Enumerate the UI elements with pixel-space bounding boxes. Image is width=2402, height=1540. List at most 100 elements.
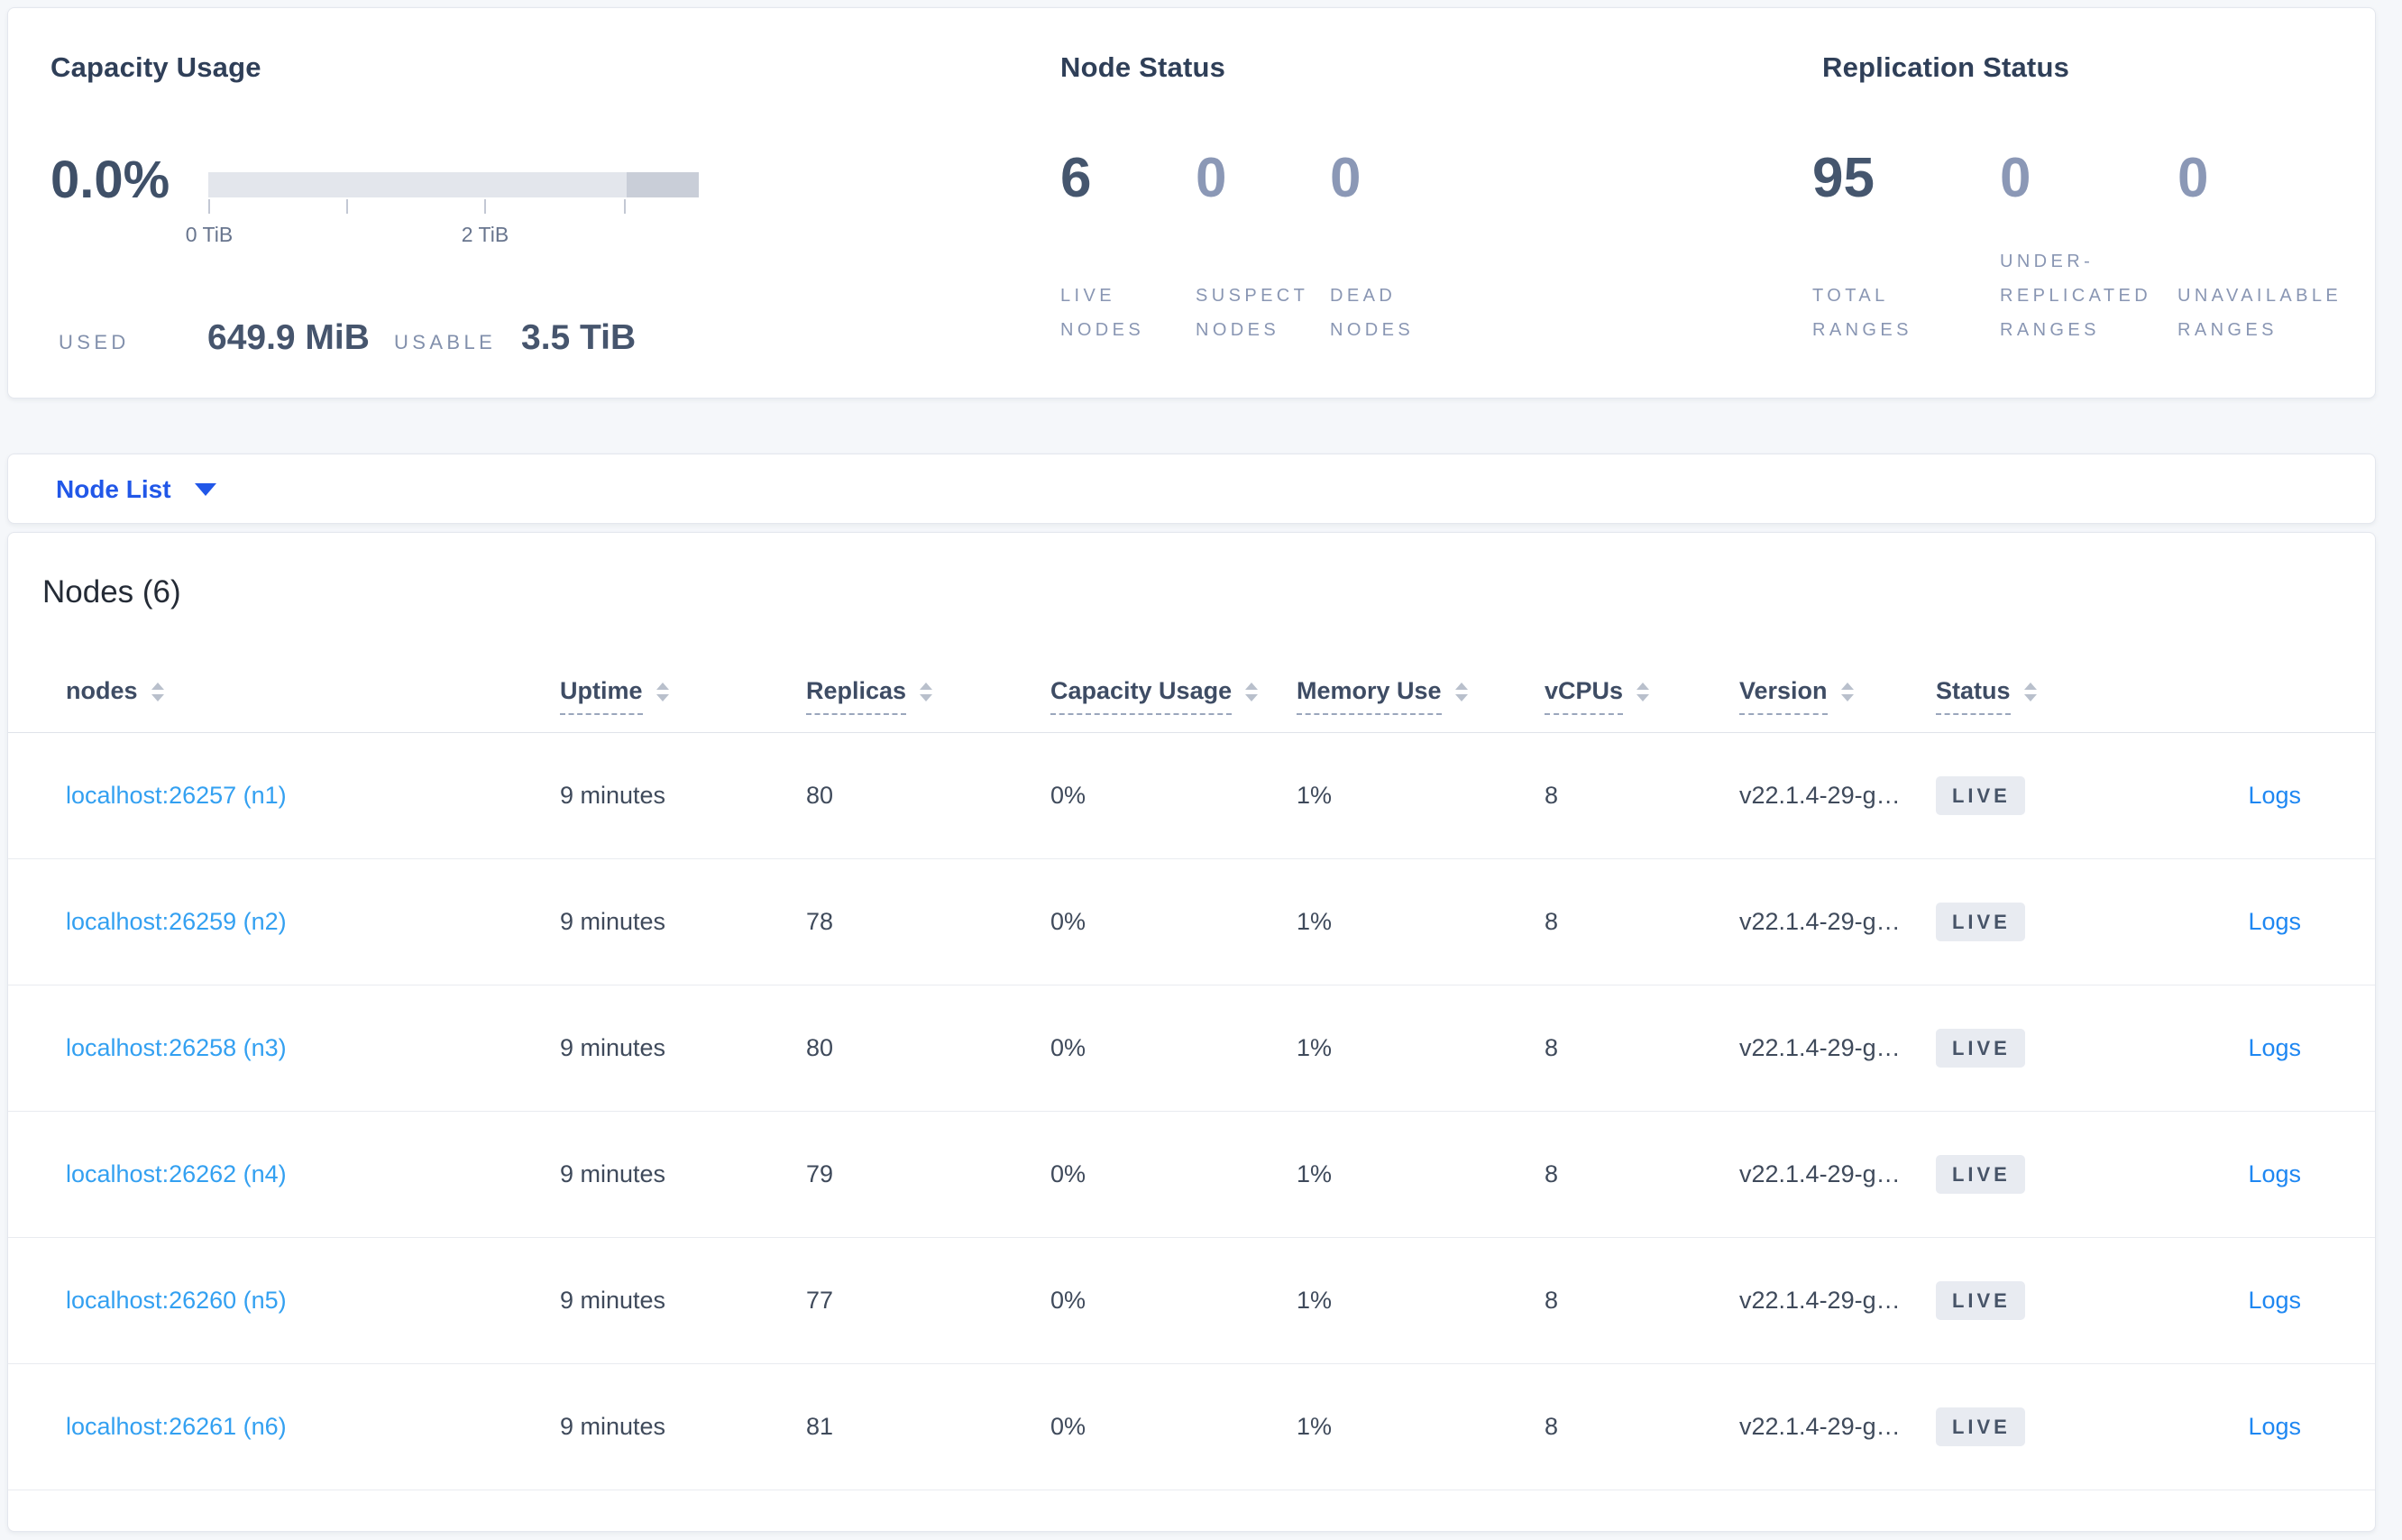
version-cell: v22.1.4-29-g… (1739, 1413, 1901, 1440)
sort-icon (920, 682, 933, 701)
live-nodes-count: 6 (1060, 147, 1092, 209)
cluster-overview-card: Capacity Usage 0.0% 0 TiB 2 TiB USED 649… (7, 7, 2376, 399)
vcpus-cell: 8 (1545, 1413, 1559, 1440)
node-address-link[interactable]: localhost:26259 (n2) (66, 908, 287, 935)
column-header-uptime[interactable]: Uptime (560, 659, 806, 732)
capacity-percent: 0.0% (50, 151, 170, 209)
memory-cell: 1% (1297, 1413, 1333, 1440)
node-address-link[interactable]: localhost:26257 (n1) (66, 782, 287, 809)
memory-cell: 1% (1297, 782, 1333, 809)
nodes-table-card: Nodes (6) nodes Uptime Replicas Capacity… (7, 532, 2376, 1532)
unavailable-ranges-count: 0 (2177, 147, 2209, 209)
replication-status-title: Replication Status (1822, 51, 2070, 83)
capacity-cell: 0% (1050, 1413, 1086, 1440)
replicas-cell: 81 (806, 1413, 834, 1440)
status-badge: LIVE (1936, 1281, 2025, 1320)
column-header-replicas[interactable]: Replicas (806, 659, 1050, 732)
logs-link[interactable]: Logs (2248, 908, 2301, 935)
replicas-cell: 77 (806, 1287, 834, 1314)
node-address-link[interactable]: localhost:26262 (n4) (66, 1160, 287, 1187)
logs-link[interactable]: Logs (2248, 1413, 2301, 1440)
under-replicated-ranges-label: UNDER- REPLICATED RANGES (2000, 252, 2152, 340)
nodes-table-title: Nodes (6) (42, 574, 181, 610)
column-header-capacity-usage[interactable]: Capacity Usage (1050, 659, 1297, 732)
table-body: localhost:26257 (n1) 9 minutes 80 0% 1% … (8, 733, 2375, 1490)
capacity-tick-label-2: 2 TiB (461, 223, 509, 246)
status-badge: LIVE (1936, 1155, 2025, 1194)
column-header-memory-use[interactable]: Memory Use (1297, 659, 1545, 732)
column-header-version[interactable]: Version (1739, 659, 1936, 732)
table-row: localhost:26262 (n4) 9 minutes 79 0% 1% … (8, 1112, 2375, 1238)
table-row: localhost:26258 (n3) 9 minutes 80 0% 1% … (8, 985, 2375, 1112)
capacity-bar-reserved-segment (627, 172, 699, 197)
sort-icon (1840, 682, 1854, 701)
status-badge: LIVE (1936, 1407, 2025, 1446)
capacity-cell: 0% (1050, 908, 1086, 935)
table-row: localhost:26259 (n2) 9 minutes 78 0% 1% … (8, 859, 2375, 985)
memory-cell: 1% (1297, 908, 1333, 935)
sort-icon (1454, 682, 1468, 701)
replicas-cell: 78 (806, 908, 834, 935)
uptime-cell: 9 minutes (560, 1034, 666, 1061)
uptime-cell: 9 minutes (560, 908, 666, 935)
chevron-down-icon (194, 483, 216, 496)
memory-cell: 1% (1297, 1034, 1333, 1061)
sort-icon (2023, 682, 2037, 701)
logs-link[interactable]: Logs (2248, 1160, 2301, 1187)
table-row: localhost:26260 (n5) 9 minutes 77 0% 1% … (8, 1238, 2375, 1364)
capacity-usage-title: Capacity Usage (50, 51, 261, 83)
capacity-tick-label-0: 0 TiB (185, 223, 234, 246)
version-cell: v22.1.4-29-g… (1739, 1160, 1901, 1187)
node-status-title: Node Status (1060, 51, 1226, 83)
version-cell: v22.1.4-29-g… (1739, 782, 1901, 809)
column-header-nodes[interactable]: nodes (66, 659, 560, 732)
status-badge: LIVE (1936, 776, 2025, 815)
uptime-cell: 9 minutes (560, 782, 666, 809)
logs-link[interactable]: Logs (2248, 1287, 2301, 1314)
view-selector-card: Node List (7, 454, 2376, 524)
capacity-usage-bar (208, 172, 699, 197)
sort-icon (1245, 682, 1259, 701)
logs-link[interactable]: Logs (2248, 782, 2301, 809)
capacity-tick (624, 199, 626, 214)
vcpus-cell: 8 (1545, 908, 1559, 935)
table-row: localhost:26261 (n6) 9 minutes 81 0% 1% … (8, 1364, 2375, 1490)
version-cell: v22.1.4-29-g… (1739, 1034, 1901, 1061)
capacity-cell: 0% (1050, 1287, 1086, 1314)
memory-cell: 1% (1297, 1287, 1333, 1314)
vcpus-cell: 8 (1545, 1287, 1559, 1314)
uptime-cell: 9 minutes (560, 1287, 666, 1314)
logs-link[interactable]: Logs (2248, 1034, 2301, 1061)
node-list-dropdown[interactable]: Node List (56, 454, 216, 525)
node-address-link[interactable]: localhost:26258 (n3) (66, 1034, 287, 1061)
vcpus-cell: 8 (1545, 1160, 1559, 1187)
sort-icon (1636, 682, 1650, 701)
total-ranges-label: TOTAL RANGES (1812, 286, 1912, 340)
version-cell: v22.1.4-29-g… (1739, 1287, 1901, 1314)
uptime-cell: 9 minutes (560, 1160, 666, 1187)
capacity-cell: 0% (1050, 1034, 1086, 1061)
live-nodes-label: LIVE NODES (1060, 286, 1145, 340)
unavailable-ranges-label: UNAVAILABLE RANGES (2177, 286, 2342, 340)
version-cell: v22.1.4-29-g… (1739, 908, 1901, 935)
column-header-status[interactable]: Status (1936, 659, 2215, 732)
replicas-cell: 80 (806, 782, 834, 809)
uptime-cell: 9 minutes (560, 1413, 666, 1440)
capacity-used-label: USED (59, 331, 130, 353)
node-address-link[interactable]: localhost:26260 (n5) (66, 1287, 287, 1314)
capacity-usable-value: 3.5 TiB (521, 318, 637, 357)
column-header-vcpus[interactable]: vCPUs (1545, 659, 1739, 732)
dead-nodes-label: DEAD NODES (1330, 286, 1415, 340)
replicas-cell: 80 (806, 1034, 834, 1061)
sort-icon (151, 682, 164, 701)
capacity-cell: 0% (1050, 782, 1086, 809)
table-row: localhost:26257 (n1) 9 minutes 80 0% 1% … (8, 733, 2375, 859)
vcpus-cell: 8 (1545, 1034, 1559, 1061)
node-address-link[interactable]: localhost:26261 (n6) (66, 1413, 287, 1440)
total-ranges-count: 95 (1812, 147, 1875, 209)
column-header-logs-spacer (2215, 659, 2375, 732)
under-replicated-ranges-count: 0 (2000, 147, 2031, 209)
capacity-tick (484, 199, 486, 214)
dead-nodes-count: 0 (1330, 147, 1361, 209)
suspect-nodes-count: 0 (1196, 147, 1227, 209)
